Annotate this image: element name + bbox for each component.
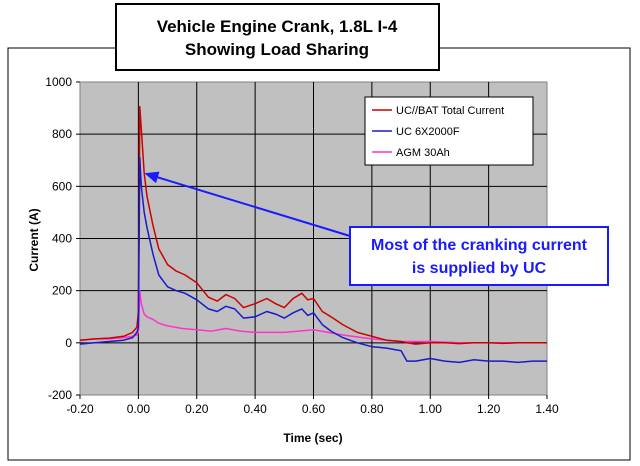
callout-arrowhead — [144, 171, 160, 184]
y-tick-label: 0 — [65, 336, 72, 350]
x-tick-label: 0.20 — [185, 402, 209, 416]
y-tick-label: 1000 — [45, 75, 72, 89]
legend: UC//BAT Total Current UC 6X2000F AGM 30A… — [364, 96, 534, 166]
title-box — [115, 3, 440, 71]
legend-label-uc: UC 6X2000F — [396, 126, 460, 138]
x-axis-title: Time (sec) — [283, 431, 342, 445]
y-tick-label: 800 — [52, 127, 72, 141]
y-tick-label: 400 — [52, 232, 72, 246]
x-tick-label: 0.60 — [302, 402, 326, 416]
x-tick-label: 0.80 — [360, 402, 384, 416]
ticks-layer: -0.20 0.00 0.20 0.40 0.60 0.80 1.00 1.20 1.40 -20… — [45, 75, 559, 416]
y-tick-label: 200 — [52, 284, 72, 298]
chart-title-line-1: Vehicle Engine Crank, 1.8L I-4 — [157, 17, 398, 36]
series-layer — [79, 106, 547, 364]
x-tick-label: 0.00 — [127, 402, 151, 416]
x-tick-label: 0.40 — [243, 402, 267, 416]
y-tick-label: -200 — [48, 388, 72, 402]
y-axis-title: Current (A) — [27, 208, 41, 271]
legend-label-total: UC//BAT Total Current — [396, 105, 504, 117]
y-tick-label: 600 — [52, 179, 72, 193]
series-line-uc — [79, 156, 547, 364]
x-tick-label: 1.40 — [535, 402, 559, 416]
legend-label-agm: AGM 30Ah — [396, 147, 450, 159]
x-tick-label: 1.20 — [477, 402, 501, 416]
callout-box — [349, 226, 609, 286]
x-tick-label: 1.00 — [419, 402, 443, 416]
x-tick-label: -0.20 — [66, 402, 94, 416]
callout-line-2: is supplied by UC — [412, 260, 547, 277]
legend-box — [364, 96, 534, 166]
annotation: Most of the cranking current is supplied… — [144, 171, 609, 286]
series-line-total-current — [79, 106, 547, 345]
callout-arrow — [154, 175, 351, 237]
callout-line-1: Most of the cranking current — [371, 237, 588, 254]
chart-title-line-2: Showing Load Sharing — [185, 40, 369, 59]
